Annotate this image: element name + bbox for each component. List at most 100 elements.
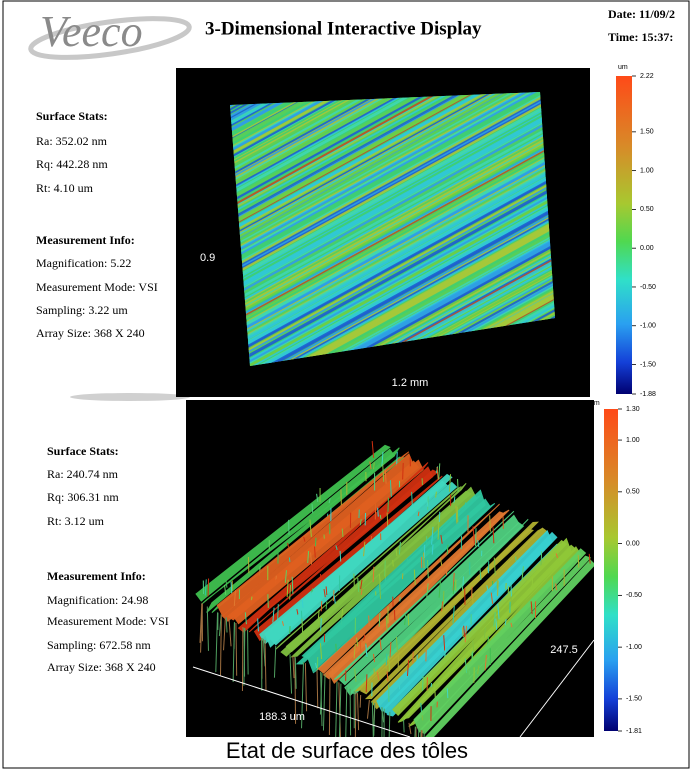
date: Date: 11/09/2: [608, 7, 675, 21]
colorbar-tick-label: -1.00: [640, 323, 656, 330]
surface-stripe: [579, 50, 693, 380]
page: Veeco 3-Dimensional Interactive Display …: [0, 0, 693, 769]
plot-label: 247.5: [550, 644, 578, 656]
colorbar-tick-label: 1.00: [640, 167, 654, 174]
stat-line: Rt: 4.10 um: [36, 181, 94, 195]
colorbar-tick-label: 1.30: [626, 406, 640, 413]
surface-stripe: [573, 50, 693, 380]
spike: [374, 462, 375, 469]
surface-stripe: [582, 50, 693, 380]
spike: [321, 601, 322, 611]
colorbar-tick-label: -0.50: [626, 592, 642, 599]
spike: [408, 614, 409, 626]
info-line: Array Size: 368 X 240: [47, 660, 156, 674]
colorbar: [616, 76, 632, 394]
spike: [289, 557, 290, 561]
surface-stripe: [576, 50, 693, 380]
colorbar-tick-label: -1.50: [640, 361, 656, 368]
spike: [506, 583, 507, 589]
colorbar-tick-label: -1.50: [626, 696, 642, 703]
colorbar-tick-label: 1.00: [626, 437, 640, 444]
section-heading: Surface Stats:: [47, 444, 119, 458]
spike: [421, 703, 422, 712]
spike: [393, 560, 394, 566]
stat-line: Rq: 442.28 nm: [36, 157, 108, 171]
surface-stripe: [585, 50, 693, 380]
info-line: Magnification: 24.98: [47, 593, 148, 607]
spike: [463, 577, 464, 587]
spike: [378, 508, 379, 517]
stat-line: Ra: 352.02 nm: [36, 134, 108, 148]
colorbar-tick-label: 0.50: [640, 206, 654, 213]
colorbar-unit: um: [618, 64, 628, 71]
colorbar-tick-label: 0.00: [626, 540, 640, 547]
surface-stripe: [588, 50, 693, 380]
spike: [472, 594, 473, 605]
spike: [226, 617, 227, 632]
stat-line: Ra: 240.74 nm: [47, 467, 119, 481]
spike: [208, 578, 209, 596]
spike: [488, 568, 489, 573]
section-heading: Surface Stats:: [36, 109, 108, 123]
spike: [340, 551, 341, 562]
spike: [403, 463, 404, 480]
spike: [278, 604, 279, 620]
info-line: Sampling: 672.58 nm: [47, 638, 151, 652]
spike: [326, 602, 327, 610]
surface-stripe: [594, 50, 693, 380]
spike: [354, 574, 355, 590]
section-heading: Measurement Info:: [36, 233, 135, 247]
spike: [387, 513, 388, 527]
spike: [329, 677, 330, 735]
title: 3-Dimensional Interactive Display: [205, 18, 482, 39]
spike: [457, 507, 458, 522]
plot-label: 1.2 mm: [392, 377, 429, 389]
spike: [326, 586, 327, 595]
colorbar-tick-label: 0.00: [640, 245, 654, 252]
spike: [490, 515, 491, 531]
info-line: Measurement Mode: VSI: [36, 280, 158, 294]
spike: [578, 555, 579, 568]
spike: [336, 644, 337, 652]
info-line: Sampling: 3.22 um: [36, 303, 128, 317]
plot-label: 188.3 um: [259, 711, 305, 723]
spike: [342, 529, 343, 538]
plot-label: 0.9: [200, 252, 215, 264]
caption: Etat de surface des tôles: [226, 738, 468, 763]
spike: [386, 616, 387, 632]
stat-line: Rq: 306.31 nm: [47, 490, 119, 504]
colorbar-tick-label: -1.81: [626, 728, 642, 735]
spike: [423, 676, 424, 691]
spike: [360, 695, 361, 708]
spike: [321, 618, 322, 631]
spike: [447, 688, 448, 698]
colorbar-tick-label: 2.22: [640, 73, 654, 80]
spike: [248, 630, 249, 675]
colorbar-tick-label: 1.50: [640, 129, 654, 136]
colorbar-tick-label: -1.00: [626, 644, 642, 651]
spike: [508, 586, 509, 593]
spike: [439, 512, 440, 522]
spike: [458, 479, 459, 492]
logo: Veeco: [40, 7, 143, 56]
time: Time: 15:37:: [608, 30, 673, 44]
colorbar-tick-label: -1.88: [640, 391, 656, 398]
watermark: [70, 393, 190, 401]
info-line: Array Size: 368 X 240: [36, 326, 145, 340]
spike: [435, 684, 436, 698]
colorbar-tick-label: 0.50: [626, 489, 640, 496]
report: Veeco 3-Dimensional Interactive Display …: [0, 0, 693, 769]
stat-line: Rt: 3.12 um: [47, 514, 105, 528]
surface-stripe: [591, 50, 693, 380]
spike: [422, 715, 423, 720]
info-line: Magnification: 5.22: [36, 256, 131, 270]
colorbar-tick-label: -0.50: [640, 284, 656, 291]
spike: [366, 674, 367, 692]
section-heading: Measurement Info:: [47, 569, 146, 583]
spike: [369, 615, 370, 625]
colorbar: [604, 409, 618, 731]
surface-stripe: [597, 50, 693, 380]
spike: [404, 720, 405, 733]
spike: [244, 628, 245, 677]
colorbar-unit: um: [590, 400, 600, 407]
